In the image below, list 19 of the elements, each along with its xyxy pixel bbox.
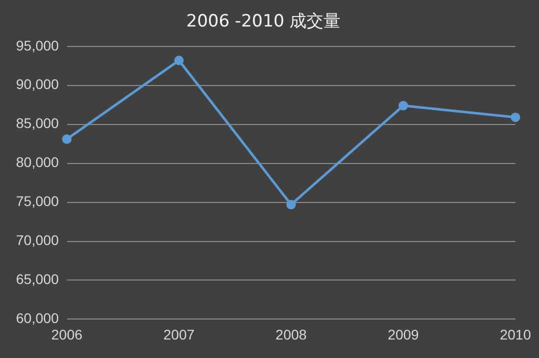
x-tick-label: 2007 — [163, 326, 195, 342]
x-tick-label: 2006 — [51, 326, 83, 342]
y-tick-label: 85,000 — [16, 115, 60, 132]
y-tick-label: 80,000 — [16, 154, 60, 170]
x-tick-label: 2008 — [276, 326, 307, 342]
point — [62, 134, 72, 144]
y-tick-label: 60,000 — [16, 310, 60, 326]
point — [174, 56, 184, 66]
y-tick-label: 95,000 — [16, 37, 60, 54]
point — [510, 112, 520, 122]
point — [286, 200, 296, 210]
chart-title: 2006 -2010 成交量 — [186, 12, 341, 32]
x-tick-label: 2010 — [500, 326, 532, 342]
x-tick-label: 2009 — [388, 326, 420, 342]
y-tick-label: 90,000 — [16, 76, 60, 92]
y-tick-label: 75,000 — [16, 193, 60, 210]
y-tick-label: 65,000 — [16, 271, 60, 288]
y-tick-label: 70,000 — [16, 232, 60, 248]
point — [398, 100, 408, 110]
